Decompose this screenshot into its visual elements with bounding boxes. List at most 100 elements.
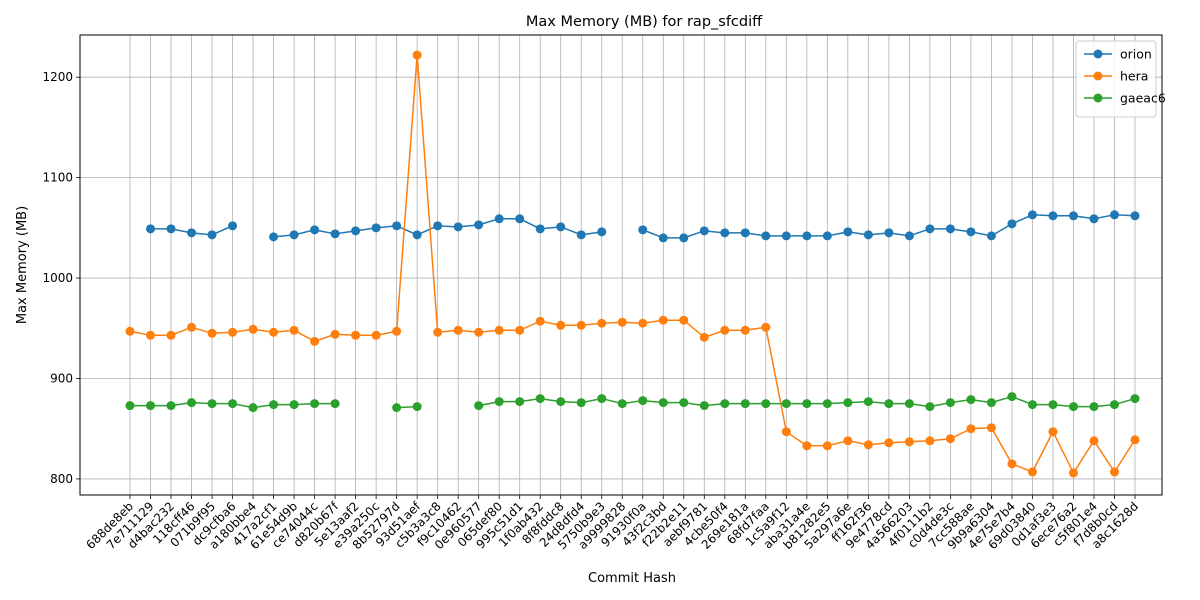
data-point-orion <box>1068 211 1078 221</box>
data-point-hera <box>679 315 689 325</box>
grid-lines <box>80 35 1162 495</box>
data-point-hera <box>658 315 668 325</box>
plot-frame <box>79 34 1163 496</box>
data-point-orion <box>433 221 443 231</box>
data-point-hera <box>330 329 340 339</box>
data-point-hera <box>945 434 955 444</box>
data-point-gaeac6 <box>207 399 217 409</box>
data-point-orion <box>1109 210 1119 220</box>
data-point-hera <box>638 318 648 328</box>
data-point-gaeac6 <box>125 401 135 411</box>
data-point-orion <box>207 230 217 240</box>
data-point-orion <box>269 232 279 242</box>
data-point-hera <box>904 437 914 447</box>
data-point-orion <box>822 231 832 241</box>
data-point-gaeac6 <box>720 399 730 409</box>
data-point-hera <box>986 423 996 433</box>
y-tick-label: 900 <box>50 371 73 385</box>
data-point-gaeac6 <box>576 398 586 408</box>
data-point-orion <box>187 228 197 238</box>
legend-label-orion: orion <box>1120 47 1152 62</box>
data-point-gaeac6 <box>1027 400 1037 410</box>
data-point-hera <box>863 440 873 450</box>
data-point-hera <box>515 325 525 335</box>
data-point-hera <box>556 320 566 330</box>
data-point-hera <box>207 328 217 338</box>
data-point-orion <box>904 231 914 241</box>
data-point-orion <box>392 221 402 231</box>
data-point-hera <box>884 438 894 448</box>
data-point-gaeac6 <box>515 397 525 407</box>
data-point-hera <box>494 325 504 335</box>
series-gaeac6 <box>125 392 1140 413</box>
data-point-gaeac6 <box>494 397 504 407</box>
y-tick-label: 800 <box>50 472 73 486</box>
data-point-gaeac6 <box>781 399 791 409</box>
data-point-hera <box>474 327 484 337</box>
data-point-orion <box>576 230 586 240</box>
data-point-orion <box>453 222 463 232</box>
data-point-hera <box>412 50 422 60</box>
data-point-hera <box>1130 435 1140 445</box>
data-point-gaeac6 <box>843 398 853 408</box>
data-point-hera <box>1027 467 1037 477</box>
data-point-hera <box>1089 436 1099 446</box>
data-point-hera <box>925 436 935 446</box>
data-point-gaeac6 <box>802 399 812 409</box>
x-axis-ticks: 688de8eb7e711129d4bac232118cff46071b9f95… <box>83 495 1141 552</box>
series-lines <box>125 50 1140 478</box>
data-point-orion <box>1130 211 1140 221</box>
data-point-orion <box>781 231 791 241</box>
data-point-gaeac6 <box>925 402 935 412</box>
data-point-orion <box>351 226 361 236</box>
chart-title: Max Memory (MB) for rap_sfcdiff <box>526 14 763 30</box>
data-point-hera <box>699 332 709 342</box>
data-point-hera <box>433 327 443 337</box>
data-point-orion <box>228 221 238 231</box>
data-point-hera <box>228 327 238 337</box>
data-point-hera <box>1048 427 1058 437</box>
data-point-gaeac6 <box>556 397 566 407</box>
data-point-orion <box>679 233 689 243</box>
y-tick-label: 1100 <box>42 171 73 185</box>
data-point-gaeac6 <box>1109 400 1119 410</box>
data-point-orion <box>166 224 176 234</box>
data-point-hera <box>351 330 361 340</box>
legend: orion hera gaeac6 <box>1075 40 1166 118</box>
data-point-hera <box>617 317 627 327</box>
legend-marker-hera <box>1093 71 1103 81</box>
data-point-orion <box>1007 219 1017 229</box>
data-point-orion <box>945 224 955 234</box>
data-point-gaeac6 <box>638 396 648 406</box>
data-point-hera <box>843 436 853 446</box>
data-point-hera <box>125 326 135 336</box>
data-point-gaeac6 <box>699 401 709 411</box>
data-point-gaeac6 <box>248 403 258 413</box>
data-point-gaeac6 <box>535 394 545 404</box>
data-point-gaeac6 <box>679 398 689 408</box>
y-tick-label: 1200 <box>42 70 73 84</box>
data-point-hera <box>576 320 586 330</box>
data-point-gaeac6 <box>392 403 402 413</box>
y-axis-title: Max Memory (MB) <box>15 206 30 324</box>
data-point-orion <box>330 229 340 239</box>
data-point-hera <box>802 441 812 451</box>
data-point-hera <box>1007 459 1017 469</box>
data-point-gaeac6 <box>966 395 976 405</box>
data-point-gaeac6 <box>658 398 668 408</box>
data-point-orion <box>720 228 730 238</box>
data-point-orion <box>638 225 648 235</box>
data-point-orion <box>966 227 976 237</box>
data-point-hera <box>720 325 730 335</box>
data-point-hera <box>371 330 381 340</box>
data-point-orion <box>863 230 873 240</box>
data-point-orion <box>310 225 320 235</box>
legend-marker-orion <box>1093 49 1103 59</box>
data-point-hera <box>1068 468 1078 478</box>
data-point-orion <box>658 233 668 243</box>
data-point-gaeac6 <box>1068 402 1078 412</box>
data-point-gaeac6 <box>1130 394 1140 404</box>
data-point-gaeac6 <box>597 394 607 404</box>
data-point-gaeac6 <box>761 399 771 409</box>
